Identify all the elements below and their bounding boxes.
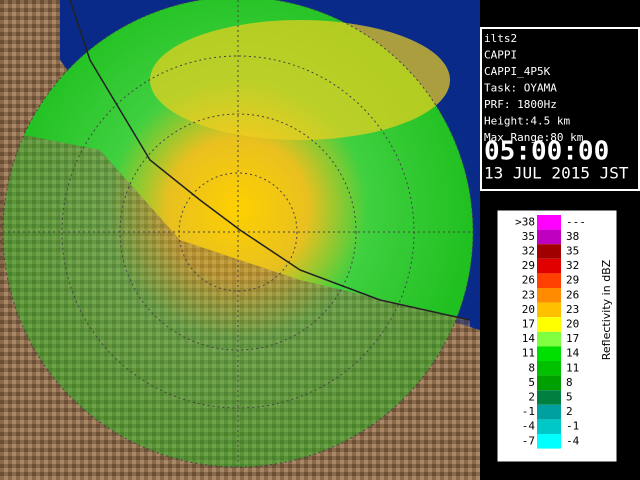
legend-low: 35 [522, 230, 535, 243]
legend-swatch [537, 434, 561, 449]
legend-high: --- [566, 215, 586, 228]
legend-swatch [537, 419, 561, 434]
legend-swatch [537, 375, 561, 391]
legend-swatch [537, 229, 561, 245]
legend-high: 23 [566, 303, 579, 316]
legend-high: 29 [566, 274, 579, 287]
legend-title: Reflectivity in dBZ [600, 259, 613, 360]
info-panel [480, 27, 640, 191]
legend-high: 5 [566, 391, 573, 404]
legend-swatch [537, 273, 561, 288]
legend-low: 5 [528, 376, 535, 389]
legend-low: 29 [522, 259, 535, 272]
legend-high: -4 [566, 434, 580, 447]
legend-low: 23 [522, 288, 535, 301]
legend-low: 8 [528, 361, 535, 374]
legend-high: 32 [566, 259, 579, 272]
legend-low: 17 [522, 318, 535, 331]
legend-high: 8 [566, 376, 573, 389]
legend-high: 17 [566, 332, 579, 345]
legend-high: 20 [566, 318, 579, 331]
info-line: CAPPI_4P5K [484, 65, 551, 78]
legend-swatch [537, 346, 561, 361]
legend-low: 26 [522, 274, 535, 287]
time: 05:00:00 [484, 137, 609, 167]
terrain-overlay [0, 130, 470, 480]
coastline [69, 0, 471, 321]
legend-high: -1 [566, 420, 579, 433]
legend-swatch [537, 317, 561, 332]
info-line: Height:4.5 km [484, 115, 570, 128]
legend-low: 2 [528, 391, 535, 404]
legend-high: 38 [566, 230, 579, 243]
info-line: ilts2 [484, 32, 517, 45]
info-line: Task: OYAMA [484, 82, 557, 95]
legend-swatch [537, 258, 561, 274]
legend-swatch [537, 244, 561, 259]
legend-high: 11 [566, 361, 579, 374]
info-line: CAPPI [484, 49, 517, 62]
legend-low: 11 [522, 347, 535, 360]
legend-swatch [537, 302, 561, 318]
legend-high: 35 [566, 245, 579, 258]
legend-swatch [537, 331, 561, 347]
legend-swatch [537, 288, 561, 303]
info-line: Max Range:80 km [484, 131, 584, 144]
date: 13 JUL 2015 JST [484, 164, 629, 183]
legend-low: -7 [522, 434, 535, 447]
legend-high: 14 [566, 347, 580, 360]
legend-low: -4 [522, 420, 536, 433]
legend-swatch [537, 404, 561, 420]
legend-swatch [537, 215, 561, 230]
legend-low: 20 [522, 303, 535, 316]
legend-high: 26 [566, 288, 579, 301]
echo-core [150, 20, 450, 140]
legend-swatch [537, 390, 561, 405]
range-rings [2, 0, 474, 468]
info-line: PRF: 1800Hz [484, 98, 557, 111]
legend-high: 2 [566, 405, 573, 418]
legend-low: 14 [522, 332, 536, 345]
legend-low: 32 [522, 245, 535, 258]
legend-low: >38 [515, 215, 535, 228]
legend-low: -1 [522, 405, 535, 418]
legend-swatch [537, 361, 561, 376]
